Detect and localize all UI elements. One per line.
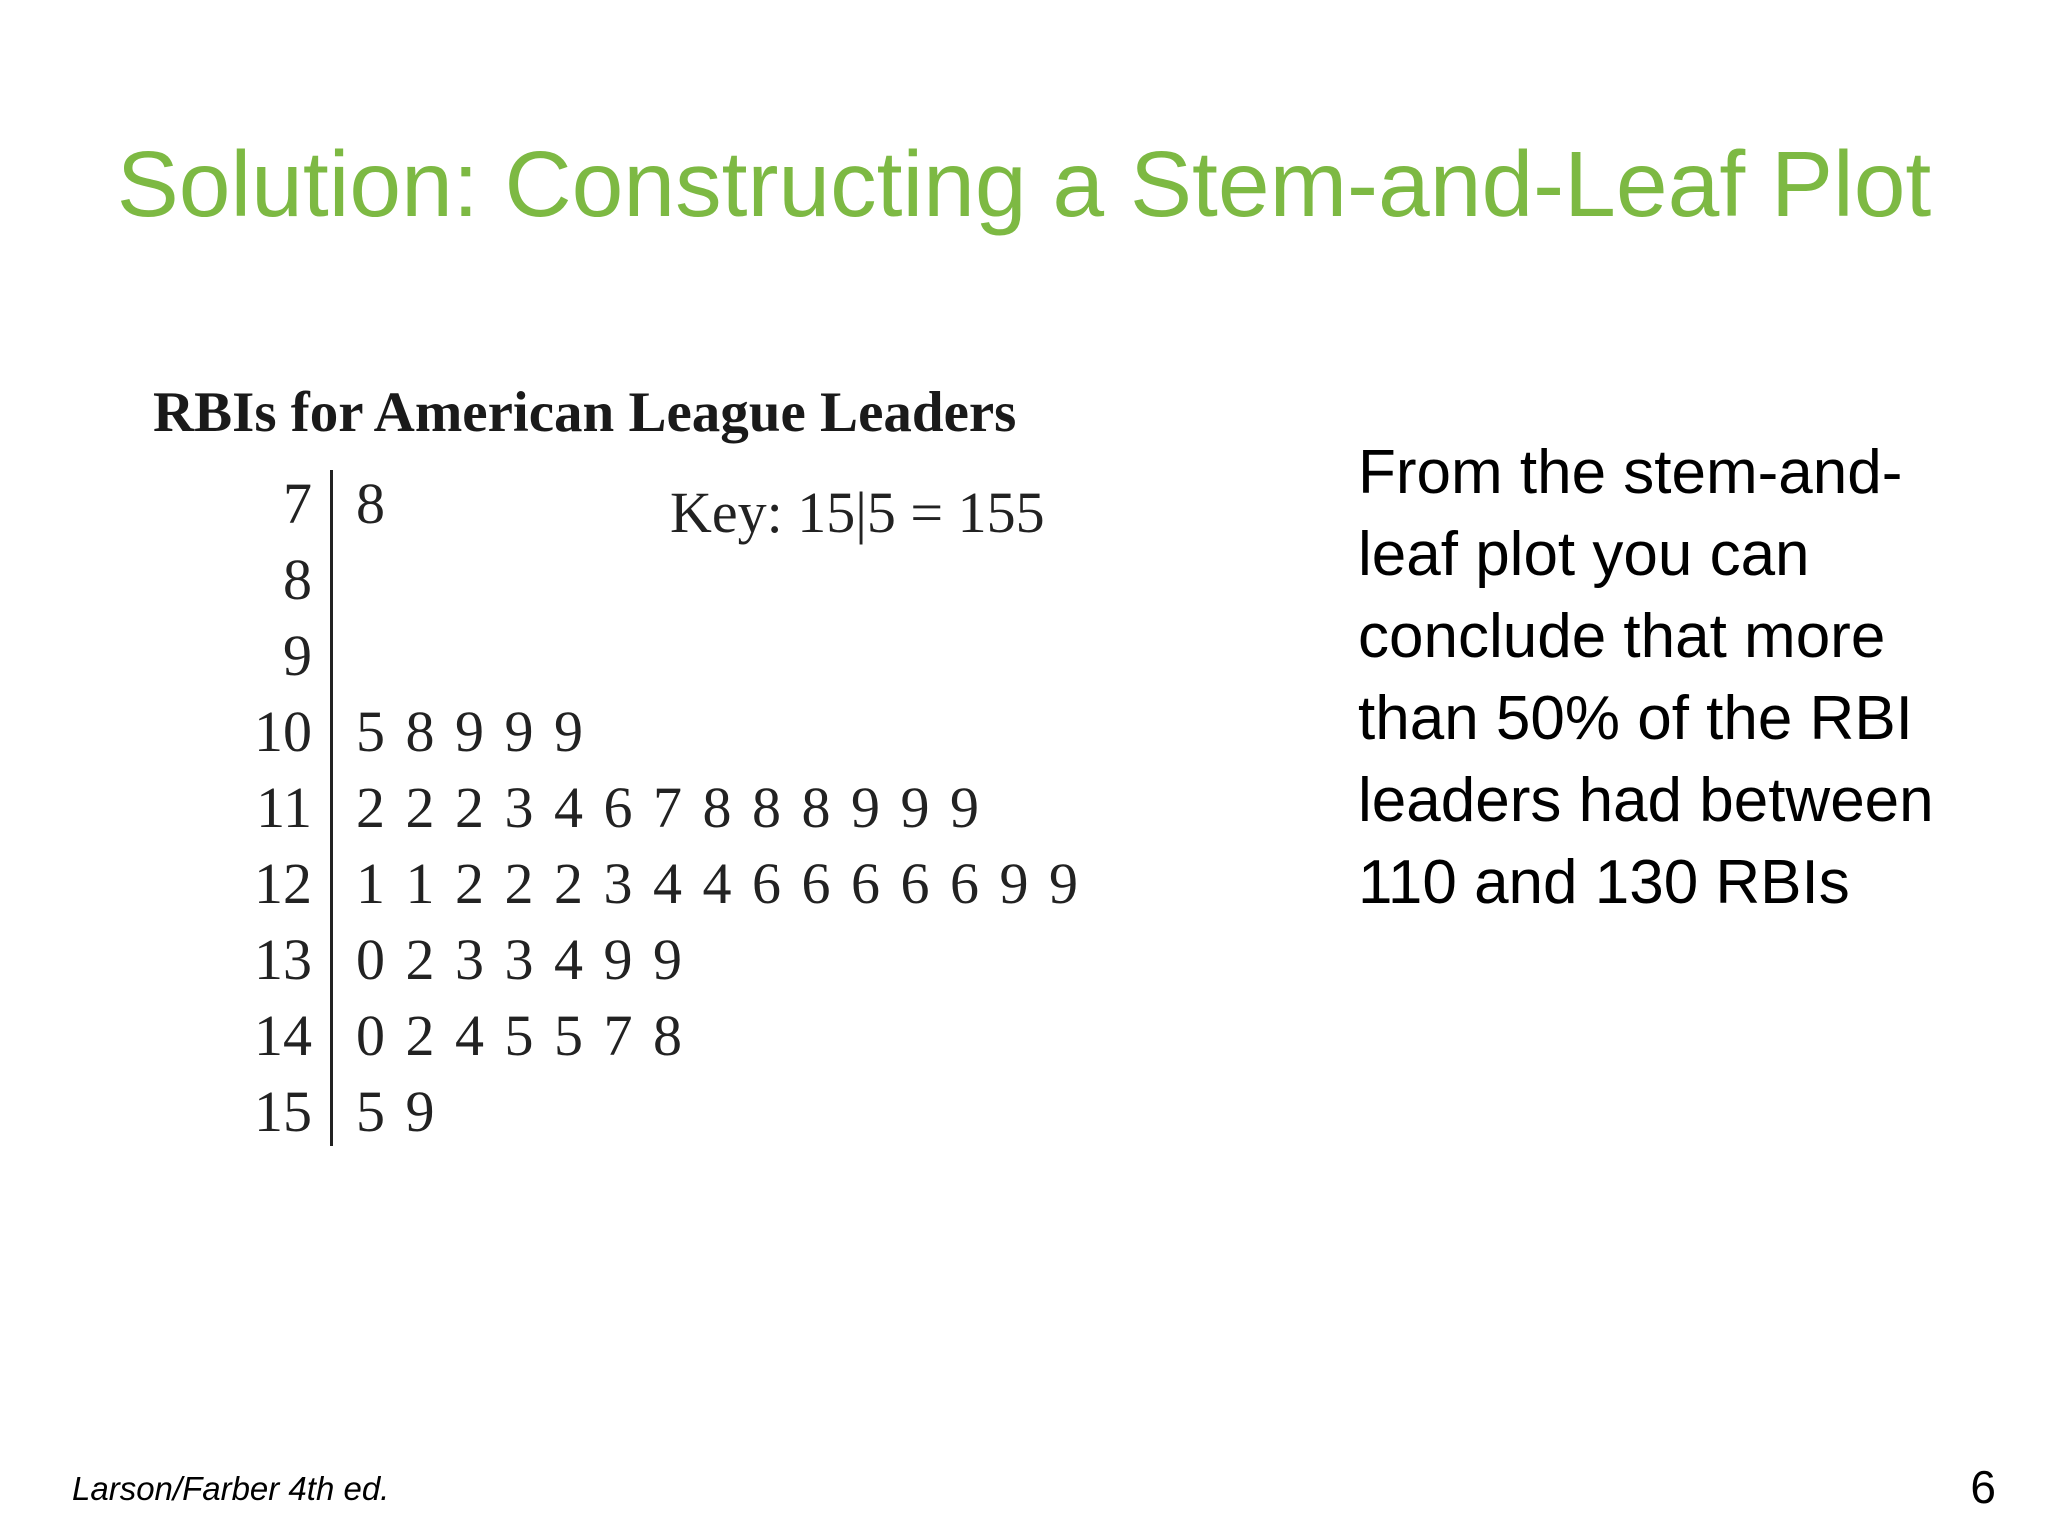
footer-source: Larson/Farber 4th ed.	[72, 1470, 390, 1507]
leaf: 8	[356, 471, 385, 536]
leaf: 4	[702, 851, 732, 916]
leaf: 9	[1049, 851, 1078, 916]
leaf: 8	[752, 775, 781, 840]
plot-row-12: 12 1 1 2 2 2 3 4 4 6 6 6 6 6 9 9	[200, 846, 1100, 922]
leaf: 5	[504, 1003, 534, 1068]
stem-13: 13	[254, 927, 312, 992]
leaf: 2	[455, 851, 484, 916]
stem-8: 8	[283, 547, 312, 612]
leaf: 8	[702, 775, 732, 840]
leaf: 3	[504, 927, 534, 992]
leaf: 2	[356, 775, 385, 840]
stem-divider	[330, 470, 333, 1146]
leaf: 3	[455, 927, 484, 992]
leaf: 2	[405, 775, 435, 840]
leaf: 5	[356, 1079, 385, 1144]
leaf: 1	[356, 851, 385, 916]
leaf: 0	[356, 1003, 385, 1068]
leaf: 2	[405, 1003, 435, 1068]
leaf: 9	[603, 927, 633, 992]
leaf: 2	[504, 851, 534, 916]
leaf: 4	[653, 851, 682, 916]
leaf: 9	[999, 851, 1029, 916]
leaf: 9	[653, 927, 682, 992]
leaf: 8	[653, 1003, 682, 1068]
conclusion-text: From the stem-and-leaf plot you can conc…	[1358, 438, 1934, 917]
leaf: 7	[603, 1003, 633, 1068]
stem-and-leaf-plot: 7 8 8 9 10 5 8 9 9 9 11 2 2 2 3 4 6 7 8 8 8 9 9 9 12 1 1 2 2 2 3 4 4 6 6 6 6…	[200, 466, 1100, 1156]
leaf: 4	[554, 927, 583, 992]
stem-10: 10	[254, 699, 312, 764]
leaf: 9	[405, 1079, 435, 1144]
leaf: 9	[504, 699, 534, 764]
stem-7: 7	[283, 471, 312, 536]
leaf: 2	[405, 927, 435, 992]
stem-15: 15	[254, 1079, 312, 1144]
plot-row-11: 11 2 2 2 3 4 6 7 8 8 8 9 9 9	[200, 770, 1100, 846]
leaf: 7	[653, 775, 682, 840]
plot-title: RBIs for American League Leaders	[153, 381, 1017, 444]
stem-9: 9	[283, 623, 312, 688]
leaves-7: 8	[356, 466, 406, 542]
plot-row-15: 15 5 9	[200, 1074, 1100, 1150]
leaf: 8	[405, 699, 435, 764]
stem-14: 14	[254, 1003, 312, 1068]
leaf: 6	[603, 775, 633, 840]
leaf: 6	[801, 851, 831, 916]
leaf: 4	[554, 775, 583, 840]
plot-row-8: 8	[200, 542, 1100, 618]
leaf: 9	[554, 699, 583, 764]
plot-key: Key: 15|5 = 155	[670, 480, 1045, 545]
leaf: 6	[900, 851, 930, 916]
leaf: 3	[603, 851, 633, 916]
leaf: 8	[801, 775, 831, 840]
plot-row-13: 13 0 2 3 3 4 9 9	[200, 922, 1100, 998]
leaf: 9	[900, 775, 930, 840]
plot-row-9: 9	[200, 618, 1100, 694]
leaf: 9	[455, 699, 484, 764]
plot-row-14: 14 0 2 4 5 5 7 8	[200, 998, 1100, 1074]
leaf: 5	[554, 1003, 583, 1068]
plot-row-10: 10 5 8 9 9 9	[200, 694, 1100, 770]
leaf: 6	[950, 851, 979, 916]
leaf: 4	[455, 1003, 484, 1068]
stem-11: 11	[256, 775, 312, 840]
slide-title: Solution: Constructing a Stem-and-Leaf P…	[116, 132, 1932, 236]
leaf: 3	[504, 775, 534, 840]
stem-12: 12	[254, 851, 312, 916]
leaf: 2	[455, 775, 484, 840]
leaf: 6	[851, 851, 880, 916]
leaf: 1	[405, 851, 435, 916]
leaf: 2	[554, 851, 583, 916]
page-number: 6	[1970, 1461, 1996, 1513]
leaf: 0	[356, 927, 385, 992]
leaf: 9	[851, 775, 880, 840]
leaf: 5	[356, 699, 385, 764]
leaf: 9	[950, 775, 979, 840]
leaf: 6	[752, 851, 781, 916]
